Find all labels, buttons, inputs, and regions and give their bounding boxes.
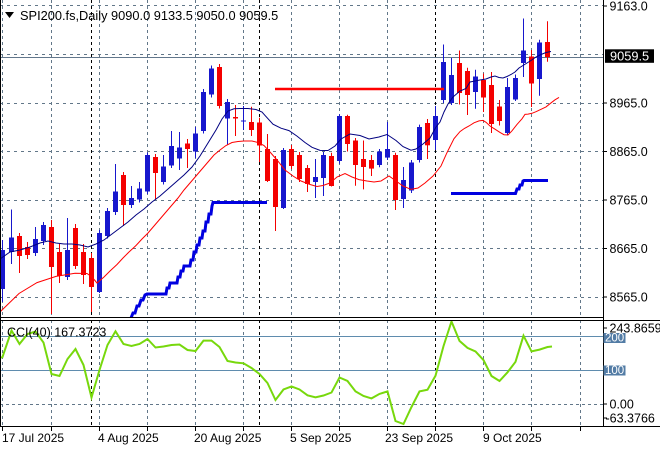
svg-text:0.00: 0.00 [610,397,634,411]
svg-text:5 Sep 2025: 5 Sep 2025 [290,431,352,445]
svg-text:23 Sep 2025: 23 Sep 2025 [385,431,453,445]
svg-text:200: 200 [605,333,624,345]
svg-text:8665.0: 8665.0 [610,242,648,256]
svg-text:CCI(40) 167.3723: CCI(40) 167.3723 [7,326,106,340]
svg-text:17 Jul 2025: 17 Jul 2025 [2,431,64,445]
svg-text:8765.0: 8765.0 [610,193,648,207]
svg-text:9163.0: 9163.0 [610,0,648,13]
svg-text:9059.5: 9059.5 [610,49,649,64]
svg-text:100: 100 [605,365,624,377]
svg-text:4 Aug 2025: 4 Aug 2025 [98,431,159,445]
svg-text:SPI200.fs,Daily 9090.0 9133.5: SPI200.fs,Daily 9090.0 9133.5 9050.0 905… [20,8,278,23]
svg-text:-63.3766: -63.3766 [606,411,655,425]
svg-text:20 Aug 2025: 20 Aug 2025 [194,431,262,445]
svg-text:8565.0: 8565.0 [610,290,648,304]
svg-text:9 Oct 2025: 9 Oct 2025 [483,431,542,445]
svg-text:8865.0: 8865.0 [610,145,648,159]
svg-text:8965.0: 8965.0 [610,96,648,110]
